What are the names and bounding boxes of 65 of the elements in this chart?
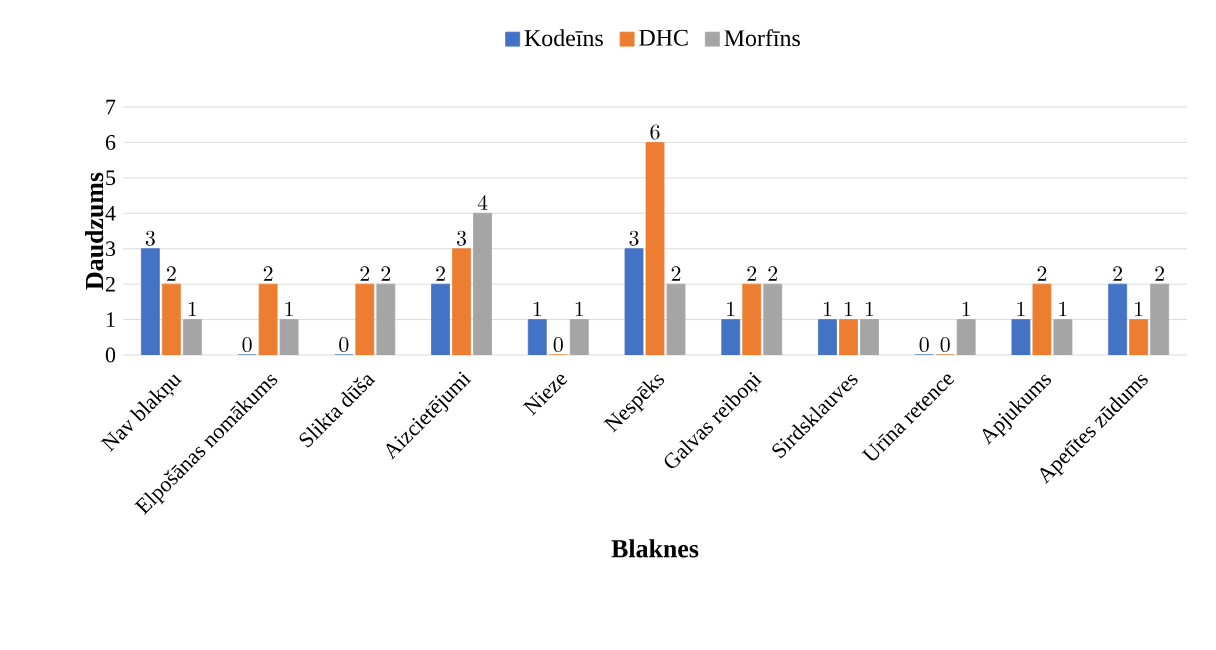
bar (624, 248, 644, 355)
data-label: 0 (940, 337, 950, 353)
data-label: 0 (553, 337, 563, 353)
data-label: 2 (1037, 266, 1047, 281)
data-label: 2 (167, 266, 176, 281)
x-axis-title: Blaknes (611, 539, 699, 558)
legend-label: Kodeīns (524, 29, 603, 47)
data-label: 0 (919, 337, 929, 353)
data-label: 1 (727, 301, 735, 317)
data-label: 3 (629, 230, 639, 246)
y-tick-label: 6 (105, 135, 116, 150)
bar (279, 319, 299, 355)
bar (1011, 319, 1031, 355)
data-label: 2 (1113, 266, 1122, 281)
data-label: 1 (962, 301, 970, 317)
data-label: 1 (575, 301, 583, 317)
bar (721, 319, 741, 355)
data-label: 1 (188, 301, 197, 317)
data-label: 0 (339, 337, 349, 353)
y-tick-label: 5 (106, 170, 116, 186)
data-label: 1 (285, 301, 293, 317)
data-label: 6 (650, 124, 660, 140)
bar (1053, 319, 1073, 355)
data-label: 2 (360, 266, 370, 281)
data-label: 4 (477, 195, 488, 210)
data-label: 3 (457, 230, 467, 246)
data-label: 2 (747, 266, 757, 281)
bar (1150, 283, 1170, 355)
bar (182, 319, 202, 355)
bar (376, 283, 396, 355)
legend-label: Morfīns (724, 29, 800, 47)
bar (860, 319, 879, 355)
data-label: 2 (1155, 266, 1164, 281)
bar (473, 212, 492, 355)
y-tick-label: 0 (105, 347, 116, 363)
bar (956, 319, 976, 355)
bar (1108, 283, 1128, 355)
bar (666, 283, 686, 355)
bar (763, 283, 783, 355)
bar (818, 319, 837, 355)
data-label: 3 (145, 230, 155, 246)
data-label: 1 (865, 301, 874, 317)
y-tick-label: 1 (106, 312, 115, 327)
y-axis-title: Daudzums (85, 172, 104, 290)
legend-label: DHC (639, 29, 688, 46)
data-label: 2 (263, 266, 273, 281)
data-label: 2 (671, 266, 681, 281)
data-label: 1 (533, 301, 541, 317)
bar (431, 283, 450, 355)
data-label: 2 (768, 266, 778, 281)
data-label: 1 (1135, 301, 1143, 317)
data-label: 1 (1017, 301, 1025, 317)
bar (140, 248, 160, 355)
y-tick-label: 2 (105, 276, 115, 292)
data-label: 1 (844, 301, 853, 317)
data-label: 2 (436, 266, 445, 281)
bar (569, 319, 589, 355)
data-label: 1 (823, 301, 832, 317)
y-tick-label: 4 (105, 206, 116, 221)
data-label: 1 (1059, 301, 1067, 317)
data-label: 2 (381, 266, 391, 281)
y-tick-label: 3 (106, 241, 116, 257)
y-tick-label: 7 (106, 99, 116, 115)
data-label: 0 (242, 337, 252, 353)
bar (527, 319, 547, 355)
